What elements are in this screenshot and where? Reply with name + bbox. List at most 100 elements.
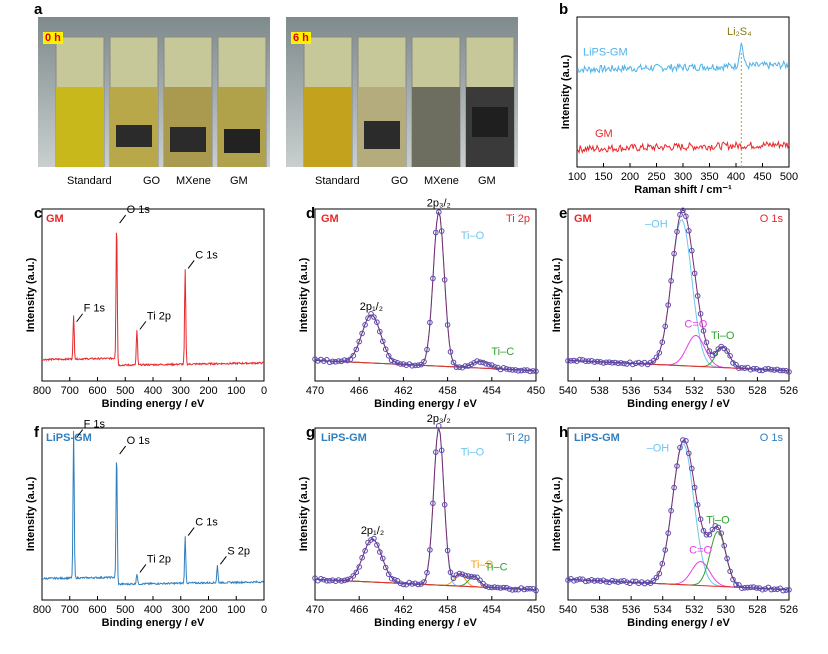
data-point [756,367,763,374]
data-point [406,579,413,586]
x-tick-label: 500 [780,171,798,183]
data-point [509,587,516,593]
x-tick-label: 526 [780,604,798,616]
data-point [491,584,498,590]
x-tick-label: 466 [350,604,368,616]
data-point [385,571,392,578]
x-tick-label: 100 [227,604,245,616]
data-point [585,578,592,584]
data-point [394,360,401,366]
data-point [742,365,748,372]
data-point [683,213,689,220]
x-tick-label: 200 [199,604,217,616]
data-point [427,547,433,553]
data-point [341,357,348,363]
data-point [491,364,498,370]
data-point [497,585,504,591]
data-point [465,363,472,369]
component-label: Ti–O [711,330,735,342]
x-tick-label: 466 [350,385,368,397]
plot-frame [567,208,790,382]
data-point [368,537,374,543]
x-tick-label: 458 [438,604,456,616]
x-tick-label: 536 [622,604,640,616]
data-point [571,357,577,364]
data-point [382,346,389,353]
x-tick-label: 536 [622,385,640,397]
x-tick-label: 0 [261,385,267,397]
vial-label: GO [391,175,409,187]
data-point [674,228,680,235]
data-point [715,524,722,531]
data-point [409,363,416,369]
data-point [603,579,610,585]
data-point [691,270,698,277]
peak-arrow [219,556,227,565]
data-point [686,228,692,234]
data-point [689,465,695,472]
data-point [727,353,733,359]
data-point [374,319,380,326]
y-axis-label: Intensity (a.u.) [298,476,310,551]
peak-label: 2p₁/₂ [361,525,384,537]
panel-letter-c: c [34,205,42,222]
data-point [368,311,374,317]
data-point [332,359,339,365]
data-point [591,578,598,584]
data-point [759,586,766,593]
data-point [703,532,710,538]
data-point [671,484,677,491]
data-point [512,367,519,373]
x-tick-label: 534 [654,604,672,616]
component-label: –OH [645,218,668,230]
data-point [412,580,419,587]
data-point [403,362,410,369]
data-point [453,572,460,578]
data-point [588,577,595,583]
x-axis-label: Binding energy / eV [374,398,477,410]
y-axis-label: Intensity (a.u.) [551,257,563,332]
x-tick-label: 454 [483,604,501,616]
peak-label: Ti 2p [147,310,171,322]
x-tick-label: 462 [394,604,412,616]
data-point [489,584,495,591]
peak-arrow [119,214,127,224]
data-point [777,367,784,374]
data-point [468,361,475,368]
peak-label: O 1s [127,435,151,447]
data-point [765,366,772,372]
peak-label: F 1s [84,419,106,431]
x-tick-label: 532 [685,385,703,397]
x-tick-label: 400 [144,385,162,397]
data-point [774,586,781,593]
data-point [594,358,601,365]
data-point [453,364,460,370]
data-point [568,358,574,364]
data-point [456,570,463,577]
data-point [530,368,536,374]
data-point [468,573,475,580]
data-point [603,359,610,366]
data-point [650,577,657,584]
data-point [656,350,663,356]
sample-label: LiPS-GM [321,432,367,444]
component-label: Ti–O [461,446,485,458]
data-point [527,368,533,375]
peak-label: 2p₃/₂ [427,413,451,425]
peak-label: 2p₃/₂ [427,197,451,209]
data-point [430,275,436,282]
peak-arrow [76,429,84,438]
component-label: Ti–S [471,559,493,571]
peak-label: C 1s [195,517,218,529]
data-point [724,555,730,562]
data-point [597,359,604,365]
data-point [436,209,442,215]
x-axis-label: Binding energy / eV [102,617,205,629]
component-label: C=O [684,318,707,330]
data-point [462,572,469,579]
peak-label: Ti 2p [147,553,171,565]
data-point [424,569,430,576]
x-tick-label: 700 [61,385,79,397]
data-point [477,359,483,365]
x-tick-label: 538 [590,385,608,397]
